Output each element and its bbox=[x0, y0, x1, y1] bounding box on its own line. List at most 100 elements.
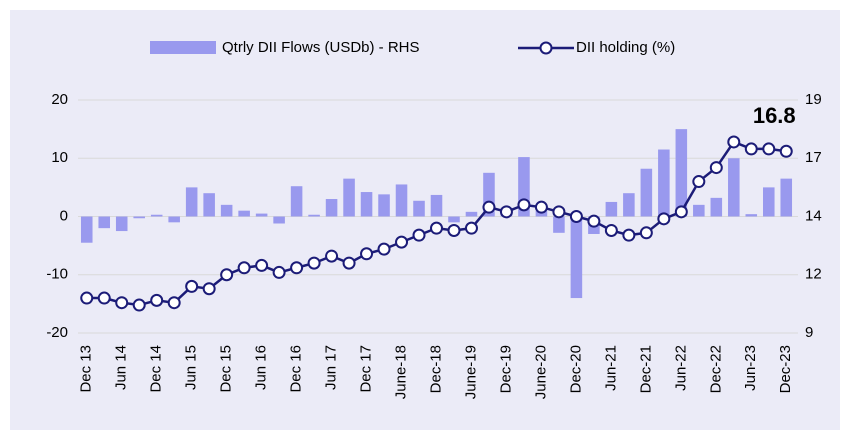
bar bbox=[395, 184, 408, 217]
line-marker bbox=[482, 200, 496, 214]
x-tick-label: June-20 bbox=[532, 345, 549, 399]
bar bbox=[220, 204, 233, 217]
bar bbox=[308, 214, 320, 217]
line-marker bbox=[552, 205, 566, 219]
line-marker bbox=[744, 142, 758, 156]
y-tick-label: -10 bbox=[46, 266, 68, 283]
y2-tick-label: 17 bbox=[805, 149, 822, 166]
line-marker bbox=[115, 296, 129, 310]
x-tick-label: Jun 15 bbox=[183, 345, 200, 390]
line-marker bbox=[412, 228, 426, 242]
annotation: 16.8 bbox=[753, 103, 796, 128]
line-marker bbox=[727, 135, 741, 149]
bar bbox=[343, 178, 355, 217]
x-tick-label: Jun-21 bbox=[602, 345, 619, 391]
bar bbox=[325, 199, 338, 217]
line-marker bbox=[272, 265, 286, 279]
x-tick-label: Dec-22 bbox=[707, 345, 724, 393]
x-tick-label: Jun 17 bbox=[323, 345, 340, 390]
bar bbox=[255, 213, 268, 217]
x-tick-label: Jun-23 bbox=[742, 345, 759, 391]
bar bbox=[115, 216, 128, 232]
legend-marker bbox=[539, 41, 553, 55]
y2-tick-label: 19 bbox=[805, 91, 822, 108]
line-marker bbox=[464, 221, 478, 235]
line-marker bbox=[709, 161, 723, 175]
x-tick-label: June-19 bbox=[462, 345, 479, 399]
bar bbox=[693, 204, 705, 217]
bar bbox=[623, 193, 635, 217]
bar bbox=[98, 216, 111, 229]
line-marker bbox=[622, 228, 636, 242]
bar bbox=[658, 149, 670, 217]
line-marker bbox=[377, 242, 391, 256]
x-tick-label: Dec 16 bbox=[288, 345, 305, 393]
y2-tick-label: 9 bbox=[805, 324, 813, 341]
bar bbox=[430, 194, 443, 217]
y-tick-label: 10 bbox=[51, 149, 68, 166]
bar bbox=[273, 216, 285, 224]
bar bbox=[553, 216, 565, 233]
line-marker bbox=[220, 268, 234, 282]
line-marker bbox=[762, 142, 776, 156]
line-marker bbox=[604, 223, 618, 237]
y-tick-label: 0 bbox=[60, 207, 68, 224]
line-marker bbox=[639, 226, 653, 240]
line-marker bbox=[569, 210, 583, 223]
line-marker bbox=[167, 296, 181, 310]
x-tick-label: June-18 bbox=[392, 345, 409, 399]
bar bbox=[413, 200, 425, 217]
x-tick-label: Dec-21 bbox=[637, 345, 654, 393]
line-marker bbox=[325, 249, 339, 263]
bar bbox=[483, 172, 495, 217]
bar bbox=[203, 193, 215, 217]
bar bbox=[780, 178, 793, 217]
bar bbox=[185, 187, 198, 217]
bar bbox=[518, 157, 530, 217]
chart-background bbox=[10, 10, 840, 430]
y-tick-label: -20 bbox=[46, 324, 68, 341]
x-tick-label: Jun-22 bbox=[672, 345, 689, 391]
line-marker bbox=[202, 282, 216, 296]
bar bbox=[570, 216, 583, 299]
line-marker bbox=[237, 261, 251, 275]
x-tick-label: Jun 16 bbox=[253, 345, 270, 390]
legend-label: DII holding (%) bbox=[576, 39, 675, 56]
legend-swatch bbox=[150, 41, 216, 54]
line-marker bbox=[447, 223, 461, 237]
line-marker bbox=[517, 198, 531, 212]
bar bbox=[238, 210, 250, 217]
line-marker bbox=[674, 205, 688, 219]
line-marker bbox=[395, 235, 409, 249]
line-marker bbox=[150, 293, 164, 307]
line-marker bbox=[430, 221, 443, 235]
bar bbox=[150, 214, 163, 217]
line-marker bbox=[290, 261, 304, 275]
line-marker bbox=[255, 258, 269, 272]
y2-tick-label: 12 bbox=[805, 266, 822, 283]
bar bbox=[168, 216, 180, 223]
x-tick-label: Dec-19 bbox=[497, 345, 514, 393]
line-marker bbox=[587, 214, 601, 228]
y-tick-label: 20 bbox=[51, 91, 68, 108]
x-tick-label: Dec-20 bbox=[567, 345, 584, 393]
line-marker bbox=[360, 247, 374, 261]
line-marker bbox=[499, 205, 513, 219]
bar bbox=[290, 186, 303, 217]
x-tick-label: Dec-23 bbox=[777, 345, 794, 393]
bar bbox=[360, 192, 373, 217]
line-marker bbox=[185, 279, 199, 293]
line-marker bbox=[342, 256, 356, 270]
x-tick-label: Dec-18 bbox=[427, 345, 444, 393]
line-marker bbox=[692, 175, 706, 189]
x-tick-label: Dec 17 bbox=[358, 345, 375, 393]
x-tick-label: Dec 13 bbox=[78, 345, 95, 393]
bar bbox=[762, 187, 775, 217]
x-tick-label: Jun 14 bbox=[113, 345, 130, 390]
line-marker bbox=[80, 291, 94, 305]
bar bbox=[605, 201, 618, 217]
bar bbox=[728, 158, 740, 217]
x-tick-label: Dec 15 bbox=[218, 345, 235, 393]
bar bbox=[448, 216, 460, 223]
